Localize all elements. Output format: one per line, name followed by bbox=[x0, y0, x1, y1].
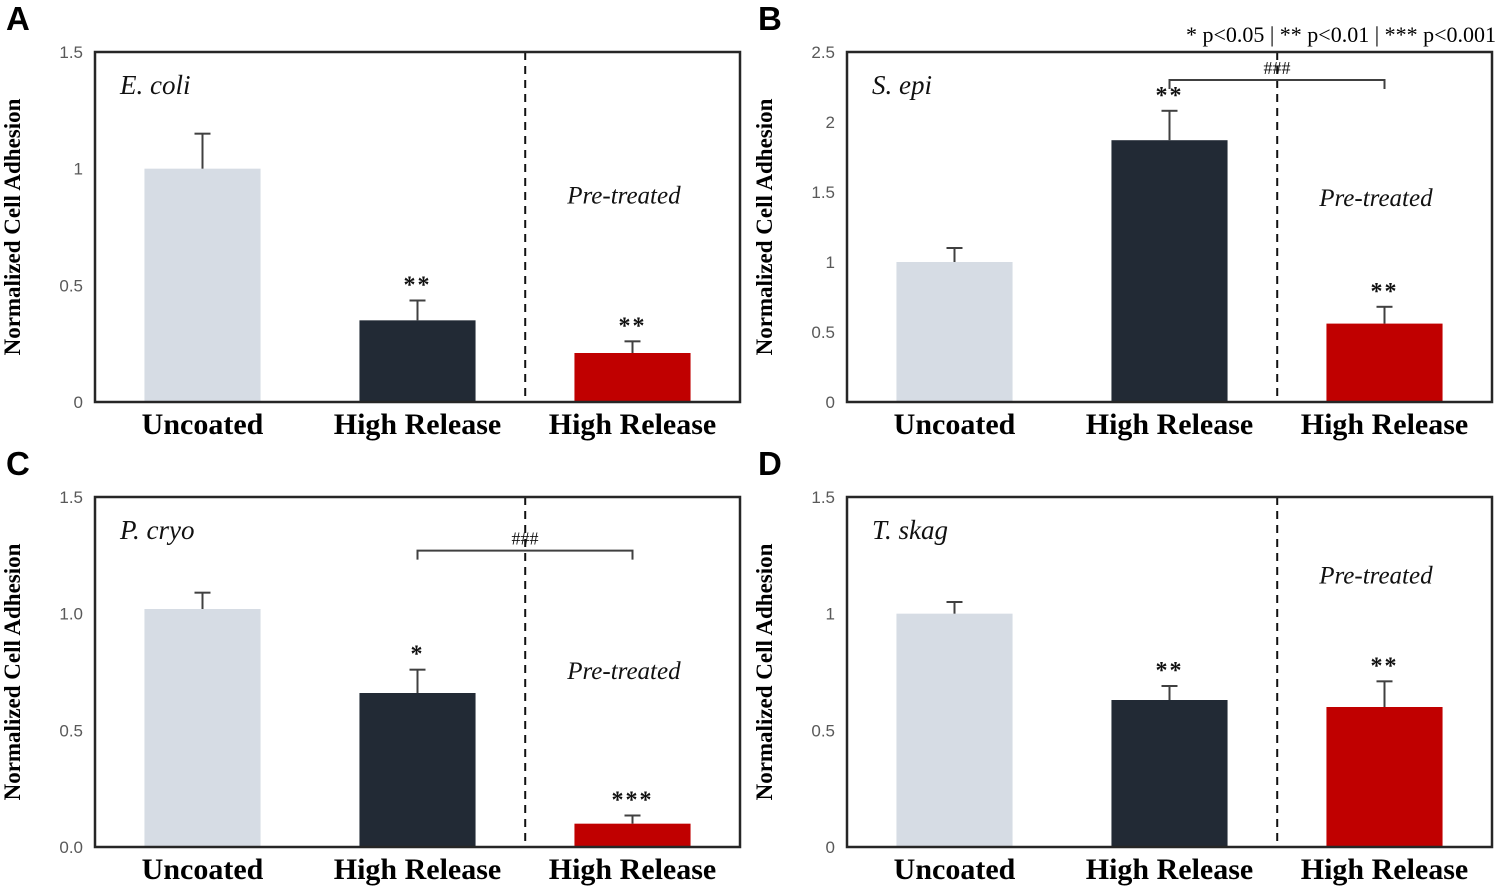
panel-b-letter: B bbox=[758, 0, 782, 37]
x-category-label: Uncoated bbox=[142, 853, 264, 886]
x-category-label: High Release bbox=[549, 853, 716, 886]
bar-high-release-1 bbox=[1111, 140, 1228, 402]
significance-asterisks: ** bbox=[404, 273, 432, 299]
pretreated-label: Pre-treated bbox=[1318, 185, 1433, 212]
plot-frame bbox=[845, 50, 1494, 404]
panel-c-letter: C bbox=[6, 445, 30, 482]
plot-frame bbox=[845, 495, 1494, 849]
bar-uncoated-0 bbox=[144, 168, 261, 402]
panel-d-letter: D bbox=[758, 445, 782, 482]
bar-high-release-2 bbox=[1326, 707, 1443, 847]
panel-a: A ** ** 0 0.5 1 1.5 Normalized Cell Adhesion E.… bbox=[0, 0, 752, 445]
panel-c: C * *** ### 0.0 0.5 1.0 1.5 Normalized Cell Adh… bbox=[0, 445, 752, 890]
pretreated-label: Pre-treated bbox=[1318, 562, 1433, 589]
x-category-label: High Release bbox=[1086, 408, 1253, 441]
species-title: T. skag bbox=[872, 515, 948, 545]
bar-uncoated-0 bbox=[144, 609, 261, 847]
y-axis-title: Normalized Cell Adhesion bbox=[752, 98, 777, 355]
significance-asterisks: ** bbox=[619, 313, 647, 339]
species-title: S. epi bbox=[872, 70, 932, 100]
significance-asterisks: *** bbox=[612, 788, 654, 814]
x-category-label: Uncoated bbox=[894, 853, 1016, 886]
y-tick-label: 0.5 bbox=[59, 276, 83, 295]
y-tick-label: 1.5 bbox=[811, 183, 835, 202]
x-category-label: High Release bbox=[334, 853, 501, 886]
plot-frame bbox=[93, 50, 742, 404]
significance-asterisks: * bbox=[411, 642, 425, 668]
y-tick-label: 0.0 bbox=[59, 838, 83, 857]
y-tick-label: 1.5 bbox=[811, 488, 835, 507]
panel-b: B * p<0.05 | ** p<0.01 | *** p<0.001 ** *… bbox=[752, 0, 1504, 445]
x-category-label: High Release bbox=[1086, 853, 1253, 886]
x-category-label: High Release bbox=[549, 408, 716, 441]
y-tick-label: 0 bbox=[74, 393, 83, 412]
plot-frame bbox=[93, 495, 742, 849]
y-tick-label: 1 bbox=[826, 253, 835, 272]
comparison-bracket bbox=[416, 549, 634, 560]
pretreated-label: Pre-treated bbox=[566, 658, 681, 685]
panel-a-letter: A bbox=[6, 0, 30, 37]
species-title: P. cryo bbox=[119, 515, 195, 545]
bracket-hash-label: ### bbox=[512, 529, 539, 549]
significance-asterisks: ** bbox=[1156, 658, 1184, 684]
x-category-label: High Release bbox=[1301, 853, 1468, 886]
x-category-label: High Release bbox=[334, 408, 501, 441]
panel-d: D ** ** 0 0.5 1 1.5 Normalized Cell Adhesion T.… bbox=[752, 445, 1504, 890]
y-tick-label: 0 bbox=[826, 393, 835, 412]
y-tick-label: 0.5 bbox=[59, 721, 83, 740]
y-tick-label: 1 bbox=[826, 605, 835, 624]
bar-uncoated-0 bbox=[896, 262, 1013, 402]
y-tick-label: 0 bbox=[826, 838, 835, 857]
significance-asterisks: ** bbox=[1371, 653, 1399, 679]
y-axis-title: Normalized Cell Adhesion bbox=[0, 98, 25, 355]
y-tick-label: 1 bbox=[74, 160, 83, 179]
significance-asterisks: ** bbox=[1371, 279, 1399, 305]
y-axis-title: Normalized Cell Adhesion bbox=[0, 543, 25, 800]
bar-chart-e-coli: ** ** 0 0.5 1 1.5 Normalized Cell Adhesion E. c… bbox=[0, 43, 742, 441]
y-tick-label: 1.5 bbox=[59, 488, 83, 507]
comparison-bracket bbox=[1168, 79, 1386, 89]
bar-high-release-1 bbox=[1111, 700, 1228, 847]
pretreated-label: Pre-treated bbox=[566, 183, 681, 210]
bar-high-release-1 bbox=[359, 320, 476, 402]
y-tick-label: 2 bbox=[826, 113, 835, 132]
bar-high-release-2 bbox=[574, 823, 691, 847]
species-title: E. coli bbox=[119, 70, 190, 100]
bar-high-release-2 bbox=[1326, 323, 1443, 402]
x-category-label: Uncoated bbox=[894, 408, 1016, 441]
x-category-label: High Release bbox=[1301, 408, 1468, 441]
bar-chart-t-skag: ** ** 0 0.5 1 1.5 Normalized Cell Adhesion T. s… bbox=[752, 488, 1494, 886]
bar-high-release-1 bbox=[359, 693, 476, 847]
y-tick-label: 1.0 bbox=[59, 605, 83, 624]
x-category-label: Uncoated bbox=[142, 408, 264, 441]
y-tick-label: 0.5 bbox=[811, 323, 835, 342]
bracket-hash-label: ### bbox=[1264, 58, 1291, 78]
significance-legend: * p<0.05 | ** p<0.01 | *** p<0.001 bbox=[1185, 22, 1496, 47]
y-axis-title: Normalized Cell Adhesion bbox=[752, 543, 777, 800]
bar-high-release-2 bbox=[574, 353, 691, 402]
bar-uncoated-0 bbox=[896, 613, 1013, 847]
y-tick-label: 1.5 bbox=[59, 43, 83, 62]
y-tick-label: 2.5 bbox=[811, 43, 835, 62]
y-tick-label: 0.5 bbox=[811, 721, 835, 740]
